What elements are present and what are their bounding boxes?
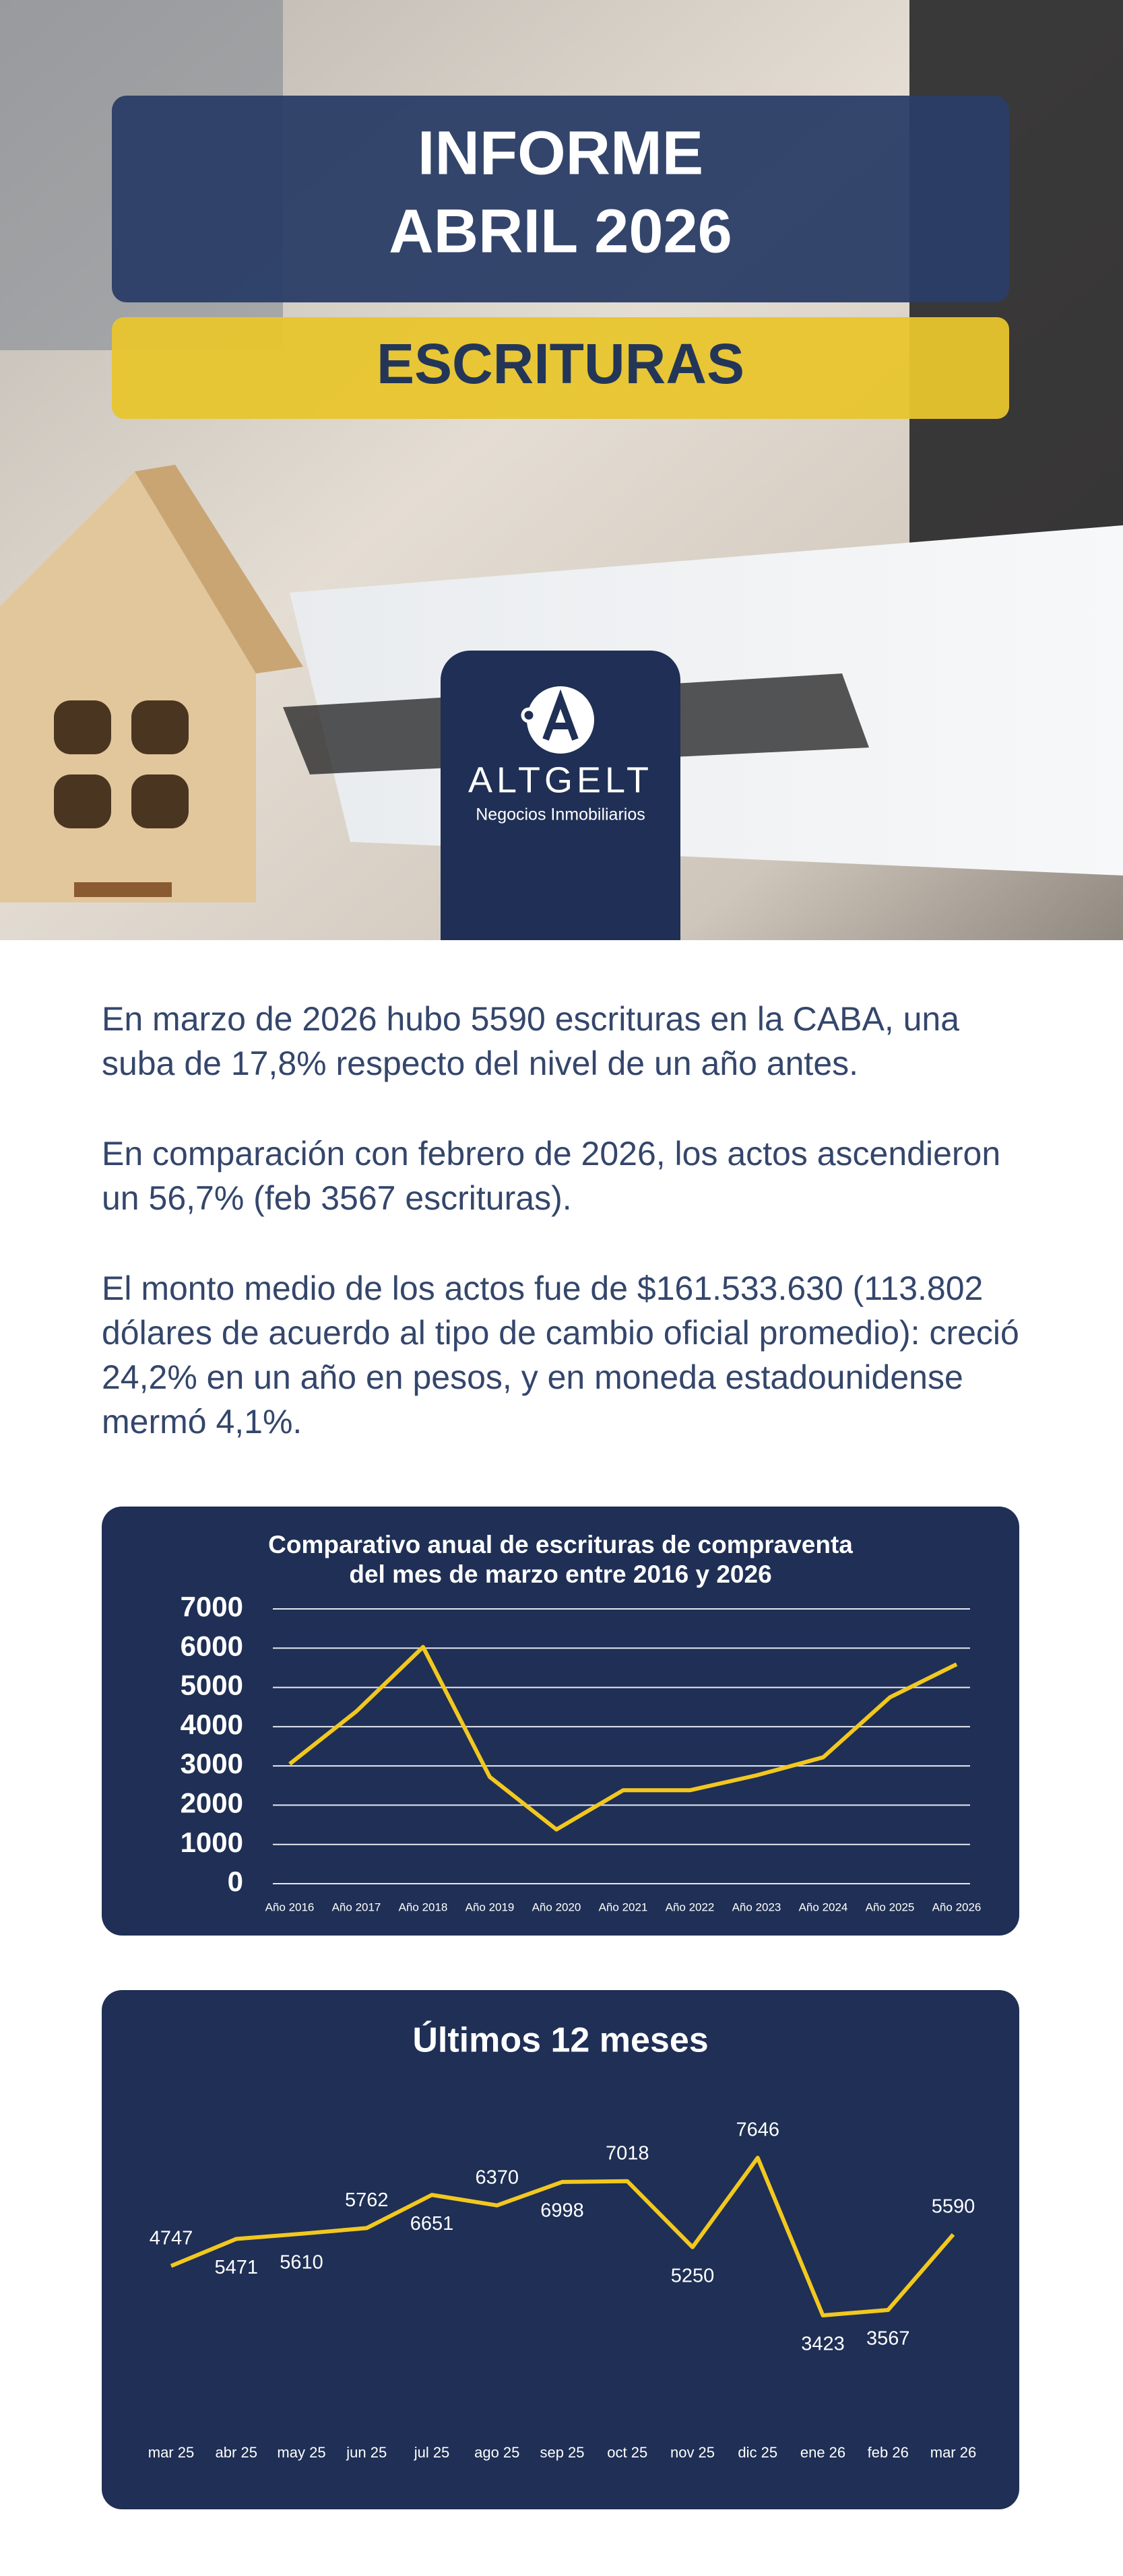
y-tick-label: 1000 [181, 1826, 243, 1858]
x-tick-label: dic 25 [738, 2444, 777, 2461]
data-line [288, 1645, 958, 1832]
x-tick-label: abr 25 [216, 2444, 257, 2461]
subtitle-box [112, 317, 1009, 419]
x-tick-label: may 25 [277, 2444, 325, 2461]
y-tick-label: 2000 [181, 1787, 243, 1819]
x-tick-label: nov 25 [670, 2444, 715, 2461]
x-tick-label: sep 25 [540, 2444, 584, 2461]
x-tick-label: Año 2023 [732, 1901, 781, 1913]
x-tick-label: Año 2021 [599, 1901, 648, 1913]
data-label: 3423 [801, 2334, 845, 2355]
data-label: 3567 [866, 2328, 910, 2350]
paragraph: En marzo de 2026 hubo 5590 escrituras en… [102, 1000, 960, 1082]
x-tick-label: feb 26 [868, 2444, 909, 2461]
x-tick-label: Año 2026 [932, 1901, 982, 1913]
hero-shadow [909, 0, 1123, 606]
title-line: ABRIL 2026 [389, 197, 732, 265]
data-line [170, 2156, 955, 2317]
x-tick-label: Año 2018 [399, 1901, 448, 1913]
data-label: 7018 [606, 2142, 649, 2164]
data-label: 5590 [932, 2196, 975, 2218]
y-tick-label: 7000 [181, 1591, 243, 1622]
data-label: 5250 [671, 2265, 715, 2286]
paragraph: El monto medio de los actos fue de $161.… [102, 1269, 1019, 1441]
chart-panel [102, 1990, 1019, 2509]
x-tick-label: jun 25 [346, 2444, 387, 2461]
x-tick-label: mar 25 [148, 2444, 194, 2461]
x-tick-label: Año 2019 [466, 1901, 515, 1913]
y-tick-label: 6000 [181, 1630, 243, 1661]
chart-title: del mes de marzo entre 2016 y 2026 [349, 1560, 771, 1588]
data-label: 6370 [475, 2167, 519, 2188]
data-label: 4747 [150, 2227, 193, 2249]
logo-name: ALTGELT [468, 760, 653, 800]
x-tick-label: Año 2016 [265, 1901, 315, 1913]
data-label: 5610 [280, 2251, 323, 2273]
title-line: INFORME [418, 119, 703, 187]
x-tick-label: Año 2020 [532, 1901, 581, 1913]
hero-house [0, 465, 303, 902]
data-label: 6651 [410, 2213, 454, 2235]
chart-panel [102, 1507, 1019, 1936]
title-box [112, 96, 1009, 302]
data-label: 5471 [214, 2257, 258, 2278]
logo-letter [542, 689, 579, 741]
y-tick-label: 0 [228, 1865, 243, 1897]
data-label: 5762 [345, 2189, 389, 2211]
x-tick-label: jul 25 [414, 2444, 450, 2461]
logo-tagline: Negocios Inmobiliarios [476, 805, 645, 824]
x-tick-label: Año 2022 [666, 1901, 715, 1913]
paragraphs: En marzo de 2026 hubo 5590 escrituras en… [102, 997, 1025, 1490]
paragraph: En comparación con febrero de 2026, los … [102, 1135, 1001, 1217]
chart-title: Últimos 12 meses [412, 2021, 708, 2060]
x-tick-label: oct 25 [607, 2444, 647, 2461]
x-tick-label: ago 25 [474, 2444, 519, 2461]
chart-title: Comparativo anual de escrituras de compr… [268, 1531, 853, 1558]
x-tick-label: ene 26 [800, 2444, 845, 2461]
data-label: 7646 [736, 2119, 779, 2141]
x-tick-label: Año 2024 [799, 1901, 848, 1913]
x-tick-label: Año 2025 [866, 1901, 915, 1913]
x-tick-label: mar 26 [930, 2444, 976, 2461]
x-tick-label: Año 2017 [332, 1901, 381, 1913]
data-label: 6998 [540, 2200, 584, 2222]
y-tick-label: 5000 [181, 1670, 243, 1701]
logo-box [441, 651, 680, 940]
y-tick-label: 3000 [181, 1748, 243, 1779]
logo-dot [521, 707, 537, 723]
subtitle: ESCRITURAS [377, 332, 744, 395]
y-tick-label: 4000 [181, 1709, 243, 1740]
